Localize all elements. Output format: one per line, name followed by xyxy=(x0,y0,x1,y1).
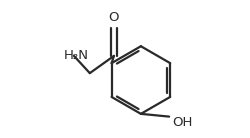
Text: O: O xyxy=(109,11,119,24)
Text: OH: OH xyxy=(172,116,193,129)
Text: H₂N: H₂N xyxy=(64,49,88,62)
